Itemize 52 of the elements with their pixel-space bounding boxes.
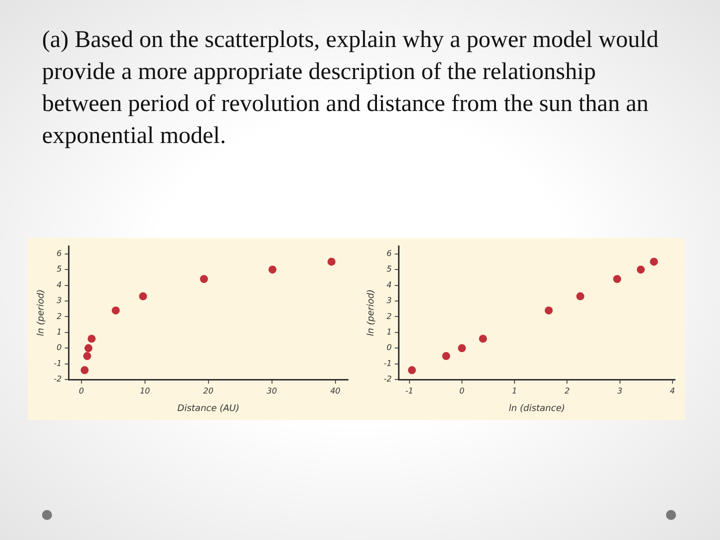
y-tick-label: 6: [386, 248, 392, 258]
y-tick-label: -2: [54, 374, 62, 384]
y-tick-label: 5: [386, 264, 392, 274]
x-axis-title: Distance (AU): [177, 404, 240, 414]
y-tick-label: 2: [386, 312, 392, 321]
x-tick-label: 0: [78, 386, 84, 396]
point: [478, 334, 487, 343]
x-tick-label: 2: [564, 386, 570, 396]
y-tick-label: 4: [56, 280, 62, 290]
x-tick-label: 1: [512, 386, 518, 396]
point: [268, 266, 276, 274]
y-tick-label: -1: [384, 358, 392, 368]
x-tick-label: 3: [617, 386, 622, 396]
point: [636, 266, 645, 274]
x-tick-label: 40: [330, 386, 340, 396]
y-tick-label: 6: [56, 248, 62, 258]
point: [88, 334, 96, 343]
y-axis-title: ln (period): [366, 289, 377, 336]
y-tick-label: 0: [386, 343, 392, 352]
x-tick-label: 4: [670, 386, 675, 396]
y-tick-label: -2: [384, 374, 392, 384]
point: [83, 352, 92, 360]
x-axis-title: ln (distance): [508, 404, 566, 414]
y-tick-label: 3: [56, 296, 62, 306]
x-tick-label: 30: [266, 386, 277, 396]
y-tick-label: 4: [386, 280, 392, 290]
point: [442, 352, 450, 360]
y-tick-label: 1: [56, 328, 62, 337]
x-tick-label: 10: [140, 386, 150, 396]
y-tick-label: 0: [56, 343, 62, 352]
point: [200, 275, 208, 284]
point: [576, 292, 584, 300]
point: [458, 344, 466, 352]
point: [613, 275, 622, 284]
point: [328, 258, 336, 266]
chart-title: (a) Based on the scatterplots, explain why a power model would provide a more appropriate description of the relationship between period of revolution and distance from the sun than an exponential model.: [42, 26, 660, 151]
y-tick-label: 5: [56, 264, 62, 274]
y-axis-title: ln (period): [36, 289, 47, 336]
y-tick-label: 1: [386, 328, 392, 337]
point: [80, 366, 89, 374]
point: [112, 306, 120, 314]
point: [139, 292, 148, 300]
y-tick-label: -1: [54, 358, 62, 368]
x-tick-label: 0: [459, 386, 464, 396]
x-tick-label: 20: [203, 386, 214, 396]
y-tick-label: 2: [56, 312, 62, 321]
point: [544, 306, 553, 314]
x-tick-label: -1: [405, 386, 414, 396]
y-tick-label: 3: [386, 296, 392, 306]
point: [84, 344, 92, 352]
point: [408, 366, 416, 374]
point: [650, 258, 658, 266]
